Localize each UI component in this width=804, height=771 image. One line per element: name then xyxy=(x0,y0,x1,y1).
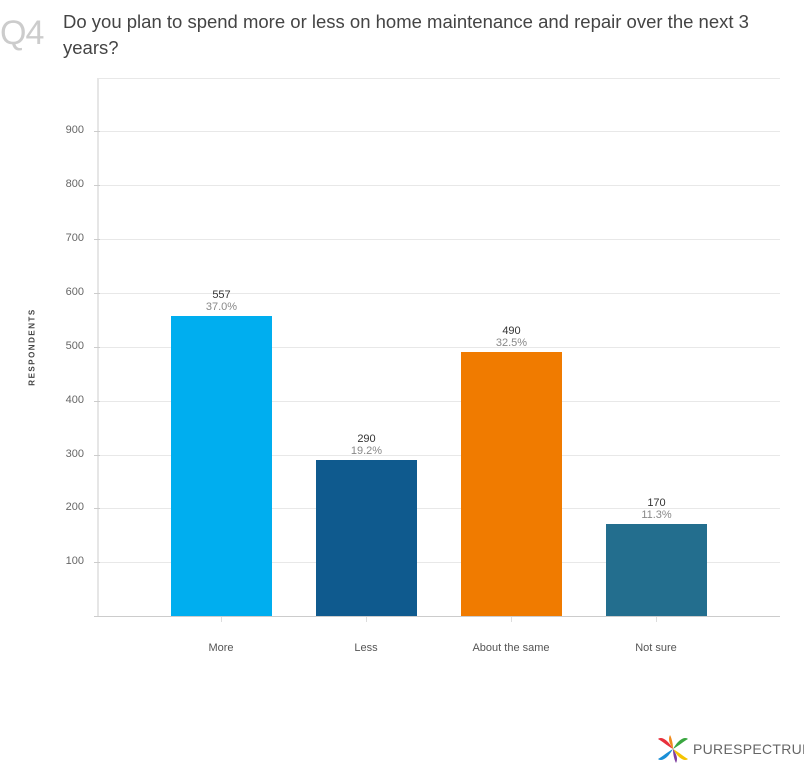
question-title: Do you plan to spend more or less on hom… xyxy=(63,11,749,58)
question-number: Q4 xyxy=(0,14,44,52)
x-tick xyxy=(221,617,222,622)
y-tick xyxy=(94,185,100,186)
y-tick xyxy=(94,562,100,563)
bar-percent: 19.2% xyxy=(350,445,383,457)
logo-text: PURESPECTRUM xyxy=(693,741,804,757)
gridline-500 xyxy=(98,347,780,348)
y-axis-title: RESPONDENTS xyxy=(27,308,37,386)
y-tick xyxy=(94,131,100,132)
y-label: 900 xyxy=(65,124,84,136)
y-label: 100 xyxy=(65,555,84,567)
x-label-less: Less xyxy=(354,642,378,654)
purespectrum-logo: PURESPECTRUM xyxy=(656,733,804,765)
x-tick xyxy=(366,617,367,622)
y-tick xyxy=(94,347,100,348)
y-tick xyxy=(94,401,100,402)
gridline-400 xyxy=(98,401,780,402)
gridline-300 xyxy=(98,455,780,456)
y-label: 800 xyxy=(65,178,84,190)
bar-less[interactable] xyxy=(316,460,417,616)
bar-about-the-same[interactable] xyxy=(461,352,562,616)
bar-value: 290 xyxy=(357,433,376,445)
y-tick xyxy=(94,508,100,509)
bar-value: 170 xyxy=(647,497,666,509)
bar-more[interactable] xyxy=(171,316,272,616)
x-tick xyxy=(656,617,657,622)
bar-percent: 32.5% xyxy=(495,337,528,349)
bar-percent: 37.0% xyxy=(205,301,238,313)
y-label: 500 xyxy=(65,340,84,352)
y-tick xyxy=(94,239,100,240)
bar-value: 557 xyxy=(212,289,231,301)
gridline-800 xyxy=(98,185,780,186)
x-label-not-sure: Not sure xyxy=(635,642,677,654)
bar-percent: 11.3% xyxy=(641,509,672,521)
x-label-about-the-same: About the same xyxy=(472,642,550,654)
y-label: 200 xyxy=(65,501,84,513)
gridline-600 xyxy=(98,293,780,294)
y-label: 300 xyxy=(65,448,84,460)
gridline-100 xyxy=(98,562,780,563)
y-label: 700 xyxy=(65,232,84,244)
x-label-more: More xyxy=(208,642,234,654)
y-tick xyxy=(94,455,100,456)
gridline-900 xyxy=(98,131,780,132)
y-label: 400 xyxy=(65,394,84,406)
x-tick xyxy=(511,617,512,622)
gridline-700 xyxy=(98,239,780,240)
top-gridline xyxy=(98,78,780,79)
y-label: 600 xyxy=(65,286,84,298)
purespectrum-logo-icon xyxy=(658,735,688,763)
x-axis-baseline xyxy=(94,616,780,617)
bar-not-sure[interactable] xyxy=(606,524,707,616)
gridline-200 xyxy=(98,508,780,509)
bar-value: 490 xyxy=(502,325,521,337)
y-tick xyxy=(94,293,100,294)
